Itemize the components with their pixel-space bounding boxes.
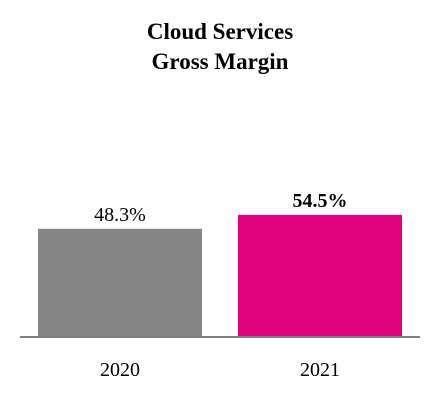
- chart-title-line-2: Gross Margin: [151, 49, 289, 74]
- x-tick-label-2021: 2021: [300, 359, 340, 381]
- data-label-2020: 48.3%: [94, 204, 146, 226]
- bar-2020: [38, 228, 202, 337]
- data-label-2021: 54.5%: [293, 190, 348, 212]
- chart-title-line-1: Cloud Services: [146, 19, 294, 44]
- bar-2021: [238, 214, 402, 337]
- x-tick-label-2020: 2020: [100, 359, 140, 381]
